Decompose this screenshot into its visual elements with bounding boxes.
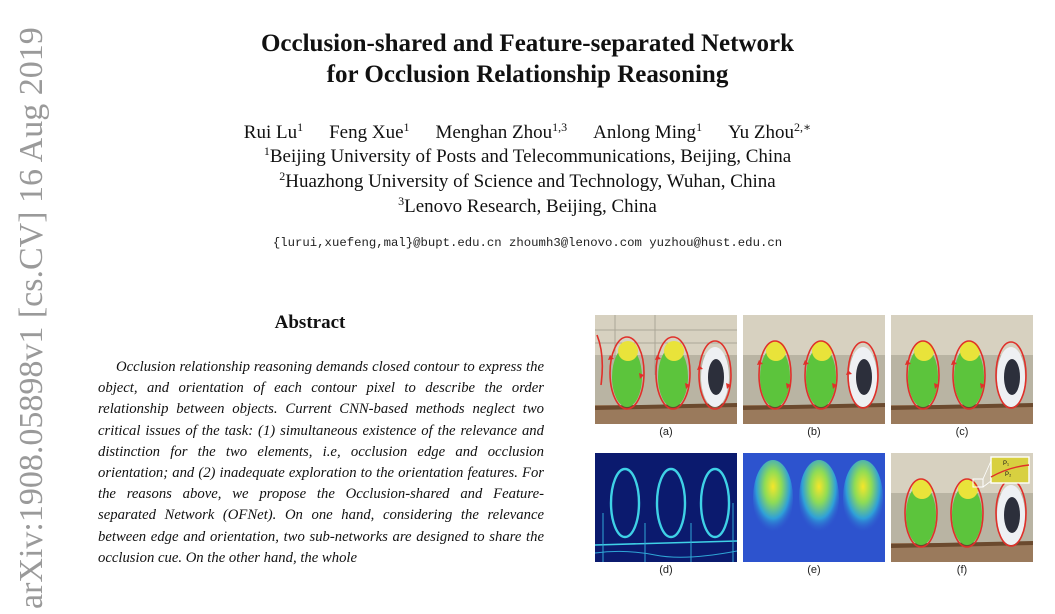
author-list: Rui Lu1 Feng Xue1 Menghan Zhou1,3 Anlong Mi… [0,121,1055,145]
panel-a-image [595,315,737,424]
abstract-body: Occlusion relationship reasoning demands… [98,357,544,609]
author-emails: {lurui,xuefeng,mal}@bupt.edu.cn zhoumh3@… [272,236,783,250]
panel-d-label: (d) [659,564,673,576]
affiliation-3: 3Lenovo Research, Beijing, China [398,194,657,217]
panel-e-label: (e) [807,564,821,576]
inset-label-p2: P₂ [1005,472,1012,478]
affiliation-2: 2Huazhong University of Science and Tech… [279,169,776,192]
panel-d-image [595,453,737,562]
panel-b-label: (b) [807,426,821,438]
figure-1: (a) (b) [595,315,1033,591]
author-1: Rui Lu1 [243,120,304,143]
author-4: Anlong Ming1 [593,120,703,143]
author-5: Yu Zhou2,∗ [728,120,812,143]
paper-title: Occlusion-shared and Feature-separated N… [0,28,1055,90]
panel-c-image [891,315,1033,424]
panel-e-image [743,453,885,562]
arxiv-stamp: arXiv:1908.05898v1 [cs.CV] 16 Aug 2019 [0,0,62,609]
title-line-1: Occlusion-shared and Feature-separated N… [260,30,795,57]
inset-label-p1: P₁ [1003,461,1009,467]
affiliation-1: 1Beijing University of Posts and Telecom… [263,144,792,167]
author-2: Feng Xue1 [329,120,410,143]
arxiv-stamp-text: arXiv:1908.05898v1 [cs.CV] 16 Aug 2019 [13,27,50,609]
panel-c-label: (c) [955,426,969,438]
panel-f-label: (f) [956,564,968,576]
abstract-text: Occlusion relationship reasoning demands… [98,359,544,566]
panel-f-image: P₁ P₂ [891,453,1033,562]
panel-a-label: (a) [659,426,673,438]
author-3: Menghan Zhou1,3 [435,120,568,143]
title-line-2: for Occlusion Relationship Reasoning [326,61,729,88]
abstract-heading: Abstract [274,312,346,333]
panel-b-image [743,315,885,424]
